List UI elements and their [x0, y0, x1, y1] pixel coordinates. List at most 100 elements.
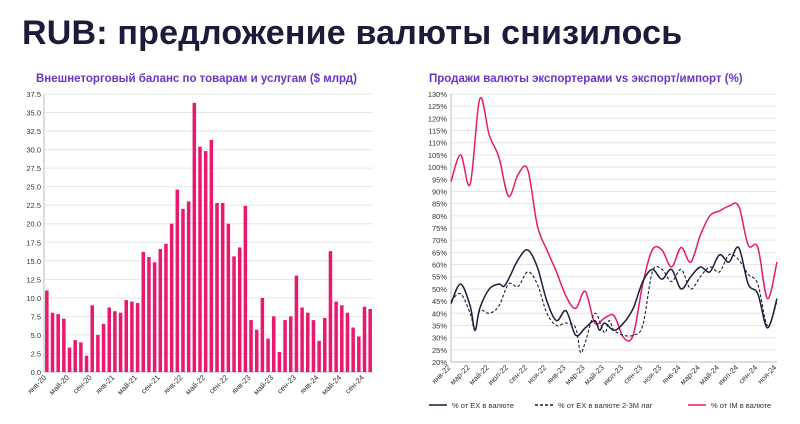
x-tick-label: ноя-22: [526, 363, 549, 386]
chart-title: Внешнеторговый баланс по товарам и услуг…: [36, 73, 357, 85]
x-tick-label: сен-22: [507, 363, 530, 386]
x-tick-label: мар-22: [448, 363, 472, 387]
bar: [169, 223, 174, 372]
y-tick-label: 25.0: [26, 183, 41, 192]
bar: [84, 355, 89, 372]
x-tick-label: ноя-23: [641, 363, 664, 386]
y-tick-label: 27.5: [26, 164, 41, 173]
bar: [243, 205, 248, 372]
y-tick-label: 15.0: [26, 257, 41, 266]
bar: [306, 312, 310, 372]
y-tick-label: 20%: [432, 358, 447, 367]
bar: [147, 257, 151, 372]
bar: [266, 338, 270, 372]
bar: [96, 334, 100, 372]
x-tick-label: июл-24: [716, 363, 740, 387]
y-tick-label: 95%: [432, 175, 447, 184]
x-tick-label: июл-22: [486, 363, 510, 387]
bar: [152, 262, 157, 372]
x-tick-label: мар-23: [563, 363, 587, 387]
series-line-0: [450, 246, 778, 337]
x-tick-label: сен-24: [343, 373, 366, 396]
series-line-1: [450, 253, 778, 354]
y-tick-label: 75%: [432, 224, 447, 233]
bar: [220, 202, 225, 372]
bar: [181, 208, 185, 372]
y-tick-label: 32.5: [26, 127, 41, 136]
bar: [277, 351, 282, 372]
bar: [175, 189, 180, 372]
bar: [340, 305, 344, 372]
x-tick-label: янв-23: [230, 373, 253, 396]
x-tick-label: сен-22: [207, 373, 230, 396]
bar: [56, 314, 60, 372]
bar: [254, 329, 259, 372]
x-tick-label: сен-23: [622, 363, 645, 386]
bar: [288, 316, 293, 372]
bar: [130, 301, 134, 372]
y-tick-label: 30.0: [26, 146, 41, 155]
x-tick-label: янв-21: [94, 373, 117, 396]
y-tick-label: 0.0: [31, 368, 41, 377]
bar: [260, 297, 265, 372]
bar: [141, 251, 146, 372]
bar: [232, 256, 236, 372]
y-tick-label: 130%: [428, 90, 448, 99]
bar: [198, 146, 202, 372]
y-tick-label: 20.0: [26, 220, 41, 229]
legend-label: % от EX в валюте: [452, 401, 514, 410]
y-tick-label: 37.5: [26, 90, 41, 99]
page-title: RUB: предложение валюты снизилось: [22, 14, 683, 52]
bar: [203, 151, 208, 372]
x-tick-label: мар-24: [678, 363, 702, 387]
y-tick-label: 110%: [428, 139, 447, 148]
bar: [345, 312, 350, 372]
bar: [294, 275, 299, 372]
x-tick-label: сен-23: [275, 373, 298, 396]
bar: [351, 327, 355, 372]
x-tick-label: сен-20: [71, 373, 94, 396]
bar: [237, 247, 242, 372]
y-tick-label: 80%: [432, 212, 447, 221]
bar: [118, 312, 123, 372]
y-tick-label: 120%: [428, 114, 448, 123]
bar: [249, 320, 253, 372]
legend-label: % от EX в валюте 2-3М лаг: [558, 401, 653, 410]
bar: [226, 223, 231, 372]
bar: [357, 336, 361, 372]
fx-sales-chart: Продажи валюты экспортерами vs экспорт/и…: [405, 66, 790, 418]
series-line-2: [450, 96, 778, 342]
y-tick-label: 65%: [432, 248, 447, 257]
bar: [73, 340, 77, 372]
y-tick-label: 35.0: [26, 109, 41, 118]
bar: [124, 300, 129, 372]
y-tick-label: 2.5: [31, 349, 41, 358]
bar: [45, 290, 49, 372]
bar: [300, 307, 304, 372]
bar: [317, 340, 321, 372]
y-tick-label: 10.0: [26, 294, 41, 303]
bar: [334, 301, 338, 372]
bar: [135, 303, 140, 372]
x-tick-label: июл-23: [601, 363, 625, 387]
y-tick-label: 115%: [428, 127, 447, 136]
y-tick-label: 5.0: [31, 331, 41, 340]
y-tick-label: 90%: [432, 187, 447, 196]
bar: [158, 248, 163, 372]
bar: [368, 308, 372, 372]
y-tick-label: 22.5: [26, 201, 41, 210]
bar: [283, 320, 287, 372]
bar: [311, 320, 316, 372]
x-tick-label: янв-22: [162, 373, 185, 396]
x-tick-label: сен-24: [737, 363, 760, 386]
bar: [101, 323, 106, 372]
y-tick-label: 17.5: [26, 238, 41, 247]
bar: [192, 102, 197, 372]
bar: [107, 307, 111, 372]
bar: [328, 251, 333, 372]
chart-title: Продажи валюты экспортерами vs экспорт/и…: [429, 73, 743, 85]
bar: [362, 306, 367, 372]
x-tick-label: май-21: [115, 373, 139, 397]
trade-balance-chart: Внешнеторговый баланс по товарам и услуг…: [18, 66, 392, 418]
bar: [164, 243, 168, 372]
